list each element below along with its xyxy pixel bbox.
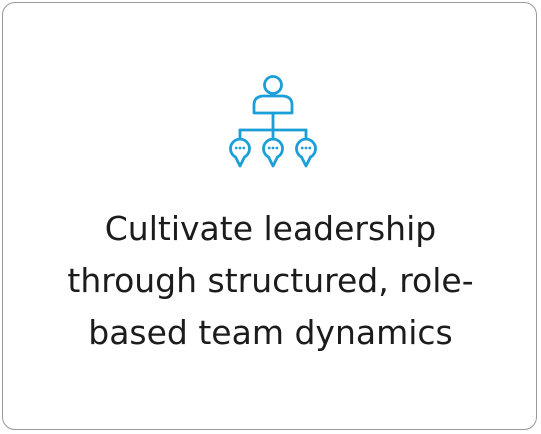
card-headline: Cultivate leadership through structured,…: [23, 203, 518, 359]
headline-line-2: through structured, role-: [67, 261, 474, 300]
headline-line-1: Cultivate leadership: [104, 209, 437, 248]
org-hierarchy-icon: [221, 75, 325, 171]
headline-line-3: based team dynamics: [88, 313, 453, 352]
feature-card: Cultivate leadership through structured,…: [2, 2, 537, 430]
